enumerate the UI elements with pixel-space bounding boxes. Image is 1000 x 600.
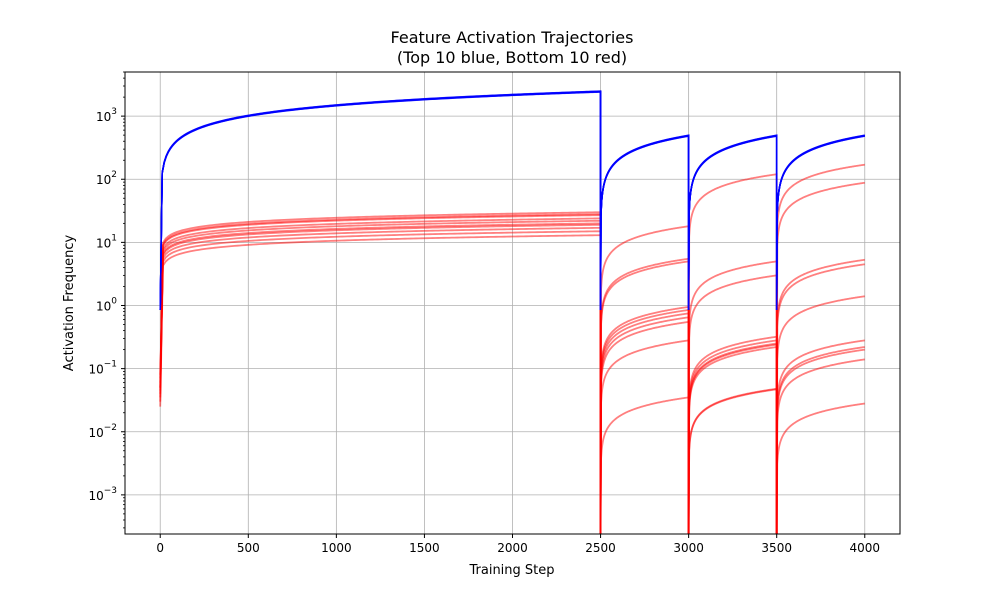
bottom-series-line [159, 181, 865, 534]
y-tick-label: 102 [96, 170, 117, 187]
bottom-series-line [159, 230, 865, 534]
ticks: 0 500 1000 1500 2000 2500 3000 3500 4000 10−3 10−2… [88, 71, 880, 555]
x-tick-label: 500 [237, 541, 260, 555]
bottom-series-line [159, 226, 865, 534]
y-tick-label: 10−3 [88, 486, 117, 503]
x-tick-label: 2500 [585, 541, 616, 555]
bottom-series-line [159, 163, 865, 534]
bottom-series-line [159, 211, 865, 534]
bottom-series-line [159, 234, 865, 534]
series-group [159, 90, 865, 534]
top-series-line [159, 90, 865, 310]
bottom-series-line [159, 223, 865, 534]
bottom-series-line [159, 222, 865, 534]
bottom-series-line [159, 213, 865, 534]
y-tick-label: 10−2 [88, 423, 117, 440]
y-tick-label: 100 [96, 296, 117, 313]
x-tick-label: 0 [156, 541, 164, 555]
x-tick-label: 3500 [761, 541, 792, 555]
chart-subtitle: (Top 10 blue, Bottom 10 red) [397, 48, 627, 67]
y-tick-label: 103 [96, 107, 117, 124]
bottom-series-line [159, 173, 865, 534]
x-tick-label: 1500 [409, 541, 440, 555]
x-tick-label: 3000 [673, 541, 704, 555]
x-axis-label: Training Step [468, 563, 554, 578]
y-axis-label: Activation Frequency [62, 235, 77, 372]
x-tick-label: 1000 [321, 541, 352, 555]
x-tick-label: 2000 [497, 541, 528, 555]
y-tick-label: 10−1 [88, 360, 117, 377]
chart-title: Feature Activation Trajectories [391, 28, 634, 47]
y-tick-label: 101 [96, 233, 117, 250]
x-tick-label: 4000 [849, 541, 880, 555]
